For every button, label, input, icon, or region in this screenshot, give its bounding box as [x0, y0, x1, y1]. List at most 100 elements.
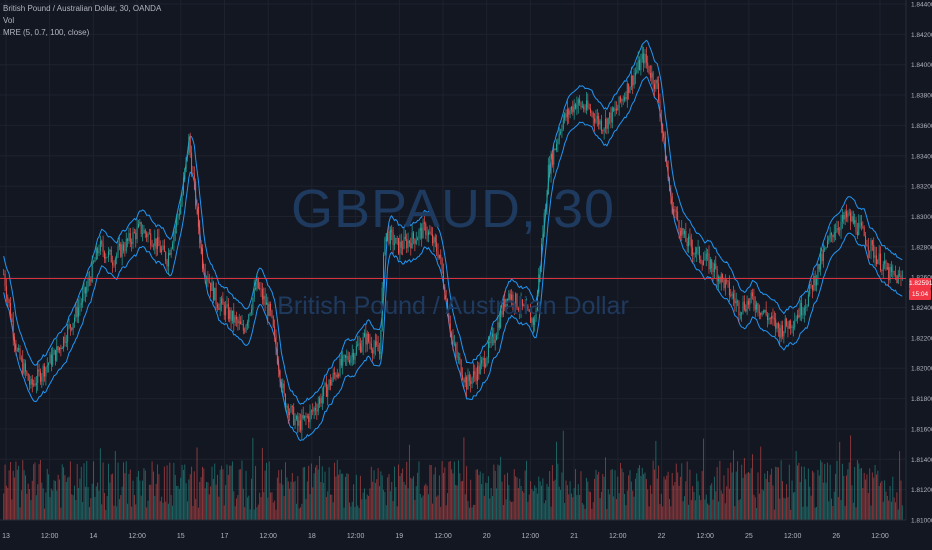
candle-body [113, 265, 115, 266]
candle-body [244, 330, 246, 332]
volume-bar [60, 507, 62, 520]
candle-body [490, 336, 492, 343]
candle [777, 321, 779, 337]
candle [222, 292, 224, 305]
volume-bar [20, 490, 22, 520]
candle-body [547, 164, 549, 194]
candle [169, 249, 171, 256]
candle [801, 294, 803, 322]
candle [539, 265, 541, 282]
candle-body [893, 271, 895, 275]
candle [316, 403, 318, 420]
volume-bar [64, 475, 66, 520]
volume-bar [253, 509, 255, 520]
candle [557, 138, 559, 153]
y-tick-label: 1.84000 [911, 62, 932, 69]
volume-bar [425, 483, 427, 520]
volume-bar [63, 467, 65, 520]
volume-bar [866, 474, 868, 520]
candle [610, 106, 612, 129]
candle [637, 51, 639, 74]
legend-volume[interactable]: Vol [3, 16, 15, 25]
candle [27, 373, 29, 382]
volume-bar [648, 506, 650, 520]
candle-body [173, 233, 175, 244]
volume-bar [240, 469, 242, 520]
volume-bar [229, 465, 231, 520]
volume-bar [45, 492, 47, 520]
candle-body [821, 253, 823, 262]
candle [520, 292, 522, 319]
candle [753, 288, 755, 312]
candle [142, 224, 144, 242]
volume-bar [787, 497, 789, 520]
candle [854, 213, 856, 228]
volume-bar [649, 485, 651, 520]
candle [59, 346, 60, 354]
volume-bar [157, 464, 159, 520]
candle [479, 355, 481, 375]
candle-body [538, 274, 540, 293]
volume-bar [504, 474, 506, 520]
candle-body [530, 311, 532, 323]
candle-body [237, 319, 239, 324]
candle [644, 48, 646, 69]
candle-body [364, 333, 365, 337]
volume-bar [708, 504, 710, 520]
candle-body [654, 84, 655, 89]
candle-body [580, 102, 582, 108]
candle-body [862, 225, 864, 228]
volume-bar [370, 466, 372, 520]
candle-body [771, 315, 773, 320]
candle-body [479, 363, 481, 374]
volume-bar [31, 480, 33, 520]
volume-bar [56, 490, 58, 520]
volume-bar [825, 482, 827, 520]
candle-body [807, 294, 809, 307]
candle-body [351, 352, 353, 358]
volume-bar [294, 480, 296, 520]
candle-body [300, 420, 301, 431]
candle-body [229, 310, 231, 320]
volume-bar [22, 460, 24, 520]
candle [191, 145, 193, 177]
candle-body [813, 276, 815, 291]
candle [809, 284, 811, 297]
volume-bar [554, 479, 556, 520]
candle-body [358, 343, 360, 345]
candle [581, 100, 583, 109]
candle [773, 311, 775, 327]
legend-indicator[interactable]: MRE (5, 0.7, 100, close) [3, 28, 90, 37]
volume-bar [885, 491, 887, 520]
candle [727, 279, 729, 288]
volume-bar [624, 493, 626, 520]
volume-bar [809, 486, 811, 520]
candle [182, 172, 184, 196]
volume-bar [415, 486, 417, 520]
volume-bar [697, 481, 699, 520]
volume-bar [858, 463, 860, 520]
volume-bar [487, 476, 489, 520]
candle-body [369, 341, 371, 344]
candle [315, 401, 316, 416]
candle-body [611, 107, 613, 123]
volume-bar [803, 466, 805, 520]
volume-bar [595, 469, 597, 520]
legend-symbol[interactable]: British Pound / Australian Dollar, 30, O… [3, 4, 162, 13]
candle-body [157, 236, 159, 249]
volume-bar [270, 492, 272, 520]
candle-body [595, 118, 597, 123]
candle-body [132, 232, 134, 244]
candle [549, 155, 551, 178]
volume-bar [143, 468, 145, 520]
candle-body [880, 253, 882, 271]
volume-bar [816, 506, 818, 520]
volume-bar [372, 481, 374, 520]
candle-body [722, 274, 724, 279]
candle-body [669, 178, 670, 191]
volume-bar [662, 506, 664, 520]
y-tick-label: 1.83600 [911, 123, 932, 130]
volume-bar [231, 461, 233, 520]
candle [649, 65, 651, 82]
